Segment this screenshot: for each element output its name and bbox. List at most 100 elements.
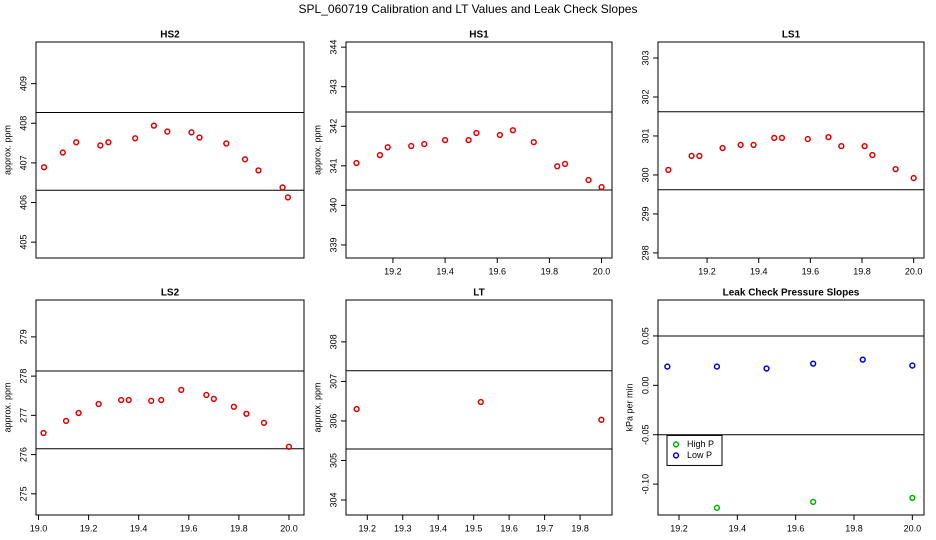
data-point [243,410,250,417]
y-tick-label: 304 [328,492,338,507]
y-tick-label: -0.10 [640,474,650,495]
data-point [713,363,721,370]
data-point [910,174,917,182]
plot-frame [35,299,305,516]
data-point [285,443,293,450]
y-axis-label: approx. ppm [312,125,322,175]
legend-marker [672,452,680,459]
y-tick-label: 0.00 [640,377,650,395]
y-tick-label: 277 [18,408,28,423]
x-tick-label: 19.6 [500,523,518,533]
x-tick-label: 19.6 [787,523,805,533]
y-tick-label: 305 [328,453,338,468]
x-tick-label: 19.4 [130,523,148,533]
data-point [713,504,721,511]
x-tick-label: 19.6 [802,266,820,276]
data-point [750,141,757,149]
x-tick-label: 19.7 [536,523,554,533]
data-point [763,365,770,372]
data-point [188,129,195,136]
x-tick-label: 19.8 [230,523,248,533]
y-axis-label: approx. ppm [2,382,12,432]
data-point [441,136,449,144]
y-tick-label: 407 [18,155,28,170]
panel-title: HS2 [160,30,180,41]
x-tick-label: 19.4 [429,523,447,533]
y-tick-label: 303 [640,50,650,65]
data-point [164,128,171,135]
data-point [73,139,80,146]
data-point [810,360,817,367]
data-point [688,152,695,159]
x-tick-label: 19.4 [729,523,747,533]
data-point [384,144,391,151]
x-tick-label: 19.2 [80,523,98,533]
y-tick-label: 342 [328,119,338,134]
x-tick-label: 20.0 [280,523,298,533]
x-tick-label: 20.0 [593,266,611,276]
data-point [223,140,230,147]
data-point [148,397,155,404]
panel-title: Leak Check Pressure Slopes [723,288,860,299]
x-tick-label: 19.2 [359,523,377,533]
y-tick-label: 300 [640,167,650,182]
y-tick-label: 302 [640,89,650,104]
y-tick-label: 405 [18,235,28,250]
x-tick-label: 19.8 [845,523,863,533]
x-tick-label: 19.6 [488,266,506,276]
y-tick-label: 278 [18,369,28,384]
panel-title: LS2 [161,288,180,299]
data-point [376,151,384,159]
x-tick-label: 19.4 [750,266,768,276]
y-tick-label: 343 [328,79,338,94]
data-point [40,164,48,171]
legend-label: Low P [687,450,712,460]
y-tick-label: 408 [18,116,28,131]
panel-title: LT [473,288,484,299]
plot-frame [657,299,925,516]
x-tick-label: 19.2 [670,523,688,533]
data-point [125,396,132,404]
data-point [203,391,210,399]
x-tick-label: 19.5 [465,523,483,533]
data-point [465,136,472,144]
data-point [892,165,899,173]
y-tick-label: 308 [328,334,338,349]
data-point [909,362,916,369]
x-tick-label: 19.3 [394,523,412,533]
x-tick-label: 20.0 [905,266,923,276]
panel-title: LS1 [782,30,801,41]
x-tick-label: 19.6 [180,523,198,533]
data-point [62,417,70,424]
y-tick-label: 298 [640,245,650,260]
data-point [95,400,102,408]
data-point [598,416,605,423]
data-point [869,151,876,159]
data-point [598,184,605,191]
y-tick-label: 307 [328,374,338,389]
y-axis-label: approx. ppm [2,125,12,175]
data-point [804,135,811,143]
plot-frame [35,41,305,259]
y-tick-label: 276 [18,447,28,462]
y-tick-label: 279 [18,329,28,344]
data-point [150,122,158,129]
data-point [230,403,238,410]
data-point [97,142,104,149]
data-point [260,419,268,426]
data-point [696,152,703,159]
data-point [861,142,868,150]
data-point [75,409,82,417]
data-point [158,396,165,404]
panel-title: HS1 [469,30,489,41]
x-tick-label: 20.0 [904,523,922,533]
legend-box [666,434,723,466]
y-tick-label: 406 [18,195,28,210]
data-point [473,129,480,137]
data-point [810,498,817,506]
data-point [561,160,569,167]
plot-frame [345,41,613,259]
data-point [132,135,139,142]
x-tick-label: 19.0 [30,523,48,533]
data-point [496,131,504,139]
